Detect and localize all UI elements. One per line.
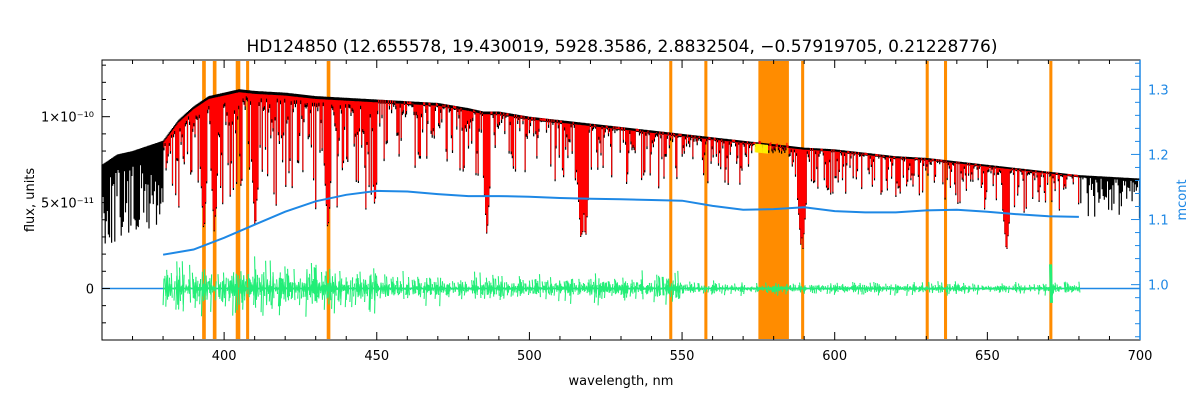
right-tick-label: 1.3	[1148, 83, 1169, 98]
x-axis-label: wavelength, nm	[569, 374, 674, 389]
right-tick-label: 1.1	[1148, 214, 1169, 229]
right-axis-label: mcont	[1175, 179, 1190, 220]
x-tick-label: 650	[975, 349, 1000, 364]
x-tick-label: 500	[517, 349, 542, 364]
highlight-segment	[754, 143, 769, 154]
mask-band-10	[925, 61, 929, 339]
right-axis: 1.0 1.1 1.2 1.3	[1131, 60, 1169, 340]
x-tick-label: 700	[1128, 349, 1153, 364]
y-axis: 0 5×10⁻¹¹ 1×10⁻¹⁰	[41, 64, 110, 324]
chart-title: HD124850 (12.655578, 19.430019, 5928.358…	[247, 37, 998, 57]
y-tick-label: 1×10⁻¹⁰	[41, 111, 94, 126]
mask-band-11	[944, 61, 948, 339]
y-tick-label: 5×10⁻¹¹	[41, 197, 94, 212]
x-tick-label: 400	[212, 349, 237, 364]
x-axis: 400 450 500 550 600 650 700	[101, 60, 1153, 364]
mask-band-8	[758, 61, 789, 339]
series-group	[101, 89, 1141, 317]
residual-series	[162, 256, 1081, 317]
x-tick-label: 550	[670, 349, 695, 364]
right-tick-label: 1.0	[1148, 279, 1169, 294]
right-tick-label: 1.2	[1148, 148, 1169, 163]
x-tick-label: 450	[364, 349, 389, 364]
model-spectrum	[163, 92, 1080, 249]
x-tick-label: 600	[822, 349, 847, 364]
continuum-curve	[162, 189, 1079, 256]
mask-band-7	[704, 61, 708, 339]
mask-band-4	[246, 61, 250, 339]
y-axis-label: flux, units	[23, 168, 38, 233]
y-tick-label: 0	[86, 282, 94, 297]
plot-area	[101, 59, 1141, 341]
mask-band-12	[1049, 61, 1053, 339]
mask-band-3	[235, 61, 241, 339]
